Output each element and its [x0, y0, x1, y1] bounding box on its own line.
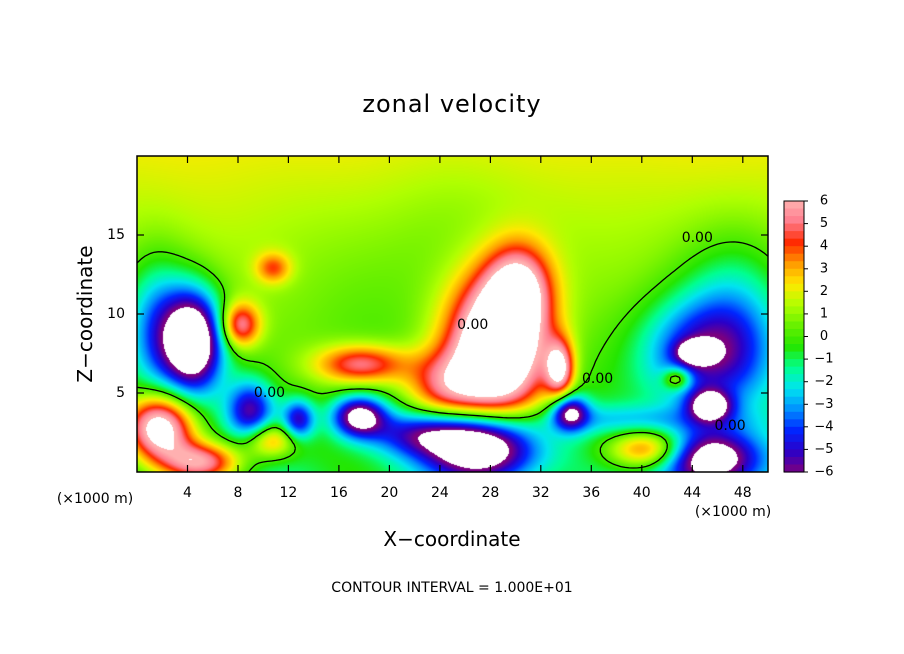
colorbar-segment [784, 419, 804, 428]
x-tick-label: 48 [734, 485, 752, 501]
colorbar-segment [784, 283, 804, 292]
x-tick-label: 36 [582, 485, 600, 501]
colorbar-tick-label: −6 [814, 465, 833, 480]
y-axis-unit: (×1000 m) [57, 491, 133, 507]
colorbar-segment [784, 449, 804, 458]
colorbar-segment [784, 231, 804, 240]
colorbar-segment [784, 456, 804, 466]
colorbar-segment [784, 336, 804, 345]
x-tick-label: 8 [234, 485, 243, 501]
contour-label: 0.00 [715, 418, 746, 434]
x-axis-unit: (×1000 m) [695, 504, 771, 520]
colorbar-tick-label: 2 [820, 284, 828, 299]
y-axis-ticks: 5 10 15 [107, 227, 768, 401]
colorbar-segment [784, 441, 804, 451]
colorbar-segment [784, 351, 804, 360]
colorbar-segment [784, 396, 804, 405]
colorbar-segment [784, 298, 804, 307]
y-tick-label: 10 [107, 306, 125, 322]
contour-label: 0.00 [682, 230, 713, 246]
colorbar-segment [784, 344, 804, 353]
colorbar-segment [784, 404, 804, 413]
x-tick-label: 20 [380, 485, 398, 501]
y-axis-label: Z−coordinate [73, 245, 97, 382]
chart-title: zonal velocity [362, 90, 541, 118]
colorbar-segment [784, 201, 804, 210]
colorbar-segment [784, 464, 804, 473]
contour-label: 0.00 [254, 385, 285, 401]
colorbar-segment [784, 389, 804, 398]
contour-label: 0.00 [582, 371, 613, 387]
y-tick-label: 5 [116, 385, 125, 401]
x-tick-label: 28 [481, 485, 499, 501]
contour-labels: 0.00 0.00 0.00 0.00 0.00 [254, 230, 746, 434]
colorbar [783, 200, 805, 473]
colorbar-tick-label: −2 [814, 374, 833, 389]
x-tick-label: 24 [431, 485, 449, 501]
colorbar-segment [784, 306, 804, 315]
colorbar-segment [784, 374, 804, 383]
colorbar-segment [784, 381, 804, 390]
colorbar-tick-label: −1 [814, 352, 833, 367]
x-tick-label: 44 [683, 485, 701, 501]
zero-contour-lines [137, 241, 768, 472]
contour-interval-note: CONTOUR INTERVAL = 1.000E+01 [331, 580, 572, 596]
x-tick-label: 12 [279, 485, 297, 501]
colorbar-segment [784, 291, 804, 300]
colorbar-segment [784, 268, 804, 277]
colorbar-tick-label: −3 [814, 397, 833, 412]
x-tick-label: 4 [183, 485, 192, 501]
colorbar-segment [784, 216, 804, 225]
colorbar-segment [784, 434, 804, 443]
colorbar-segment [784, 246, 804, 255]
colorbar-segment [784, 321, 804, 330]
colorbar-segment [784, 238, 804, 247]
x-axis-label: X−coordinate [383, 527, 520, 551]
colorbar-tick-label: 6 [820, 194, 828, 209]
colorbar-tick-label: 5 [820, 216, 828, 231]
colorbar-segment [784, 411, 804, 420]
colorbar-tick-label: 0 [820, 329, 828, 344]
colorbar-segment [784, 276, 804, 285]
colorbar-segment [784, 426, 804, 435]
colorbar-segment [784, 313, 804, 323]
heatmap-field [137, 156, 768, 472]
x-tick-label: 32 [532, 485, 550, 501]
colorbar-tick-label: −4 [814, 419, 833, 434]
colorbar-tick-label: 4 [820, 239, 828, 254]
colorbar-segment [784, 261, 804, 270]
colorbar-segment [784, 359, 804, 368]
colorbar-ticks: 6 5 4 3 2 1 0 −1 −2 −3 −4 −5 −6 [804, 194, 834, 480]
colorbar-tick-label: 3 [820, 261, 828, 276]
colorbar-segment [784, 208, 804, 217]
x-tick-label: 40 [633, 485, 651, 501]
colorbar-segment [784, 253, 804, 262]
colorbar-segment [784, 328, 804, 338]
colorbar-tick-label: 1 [820, 306, 828, 321]
x-tick-label: 16 [330, 485, 348, 501]
x-axis-ticks: 4 8 12 16 20 24 28 32 36 40 44 48 [183, 156, 752, 501]
zero-contour-path [137, 241, 768, 472]
colorbar-segment [784, 366, 804, 375]
heatmap-field-container [137, 156, 768, 472]
colorbar-segment [784, 223, 804, 232]
colorbar-tick-label: −5 [814, 442, 833, 457]
y-tick-label: 15 [107, 227, 125, 243]
contour-label: 0.00 [457, 317, 488, 333]
